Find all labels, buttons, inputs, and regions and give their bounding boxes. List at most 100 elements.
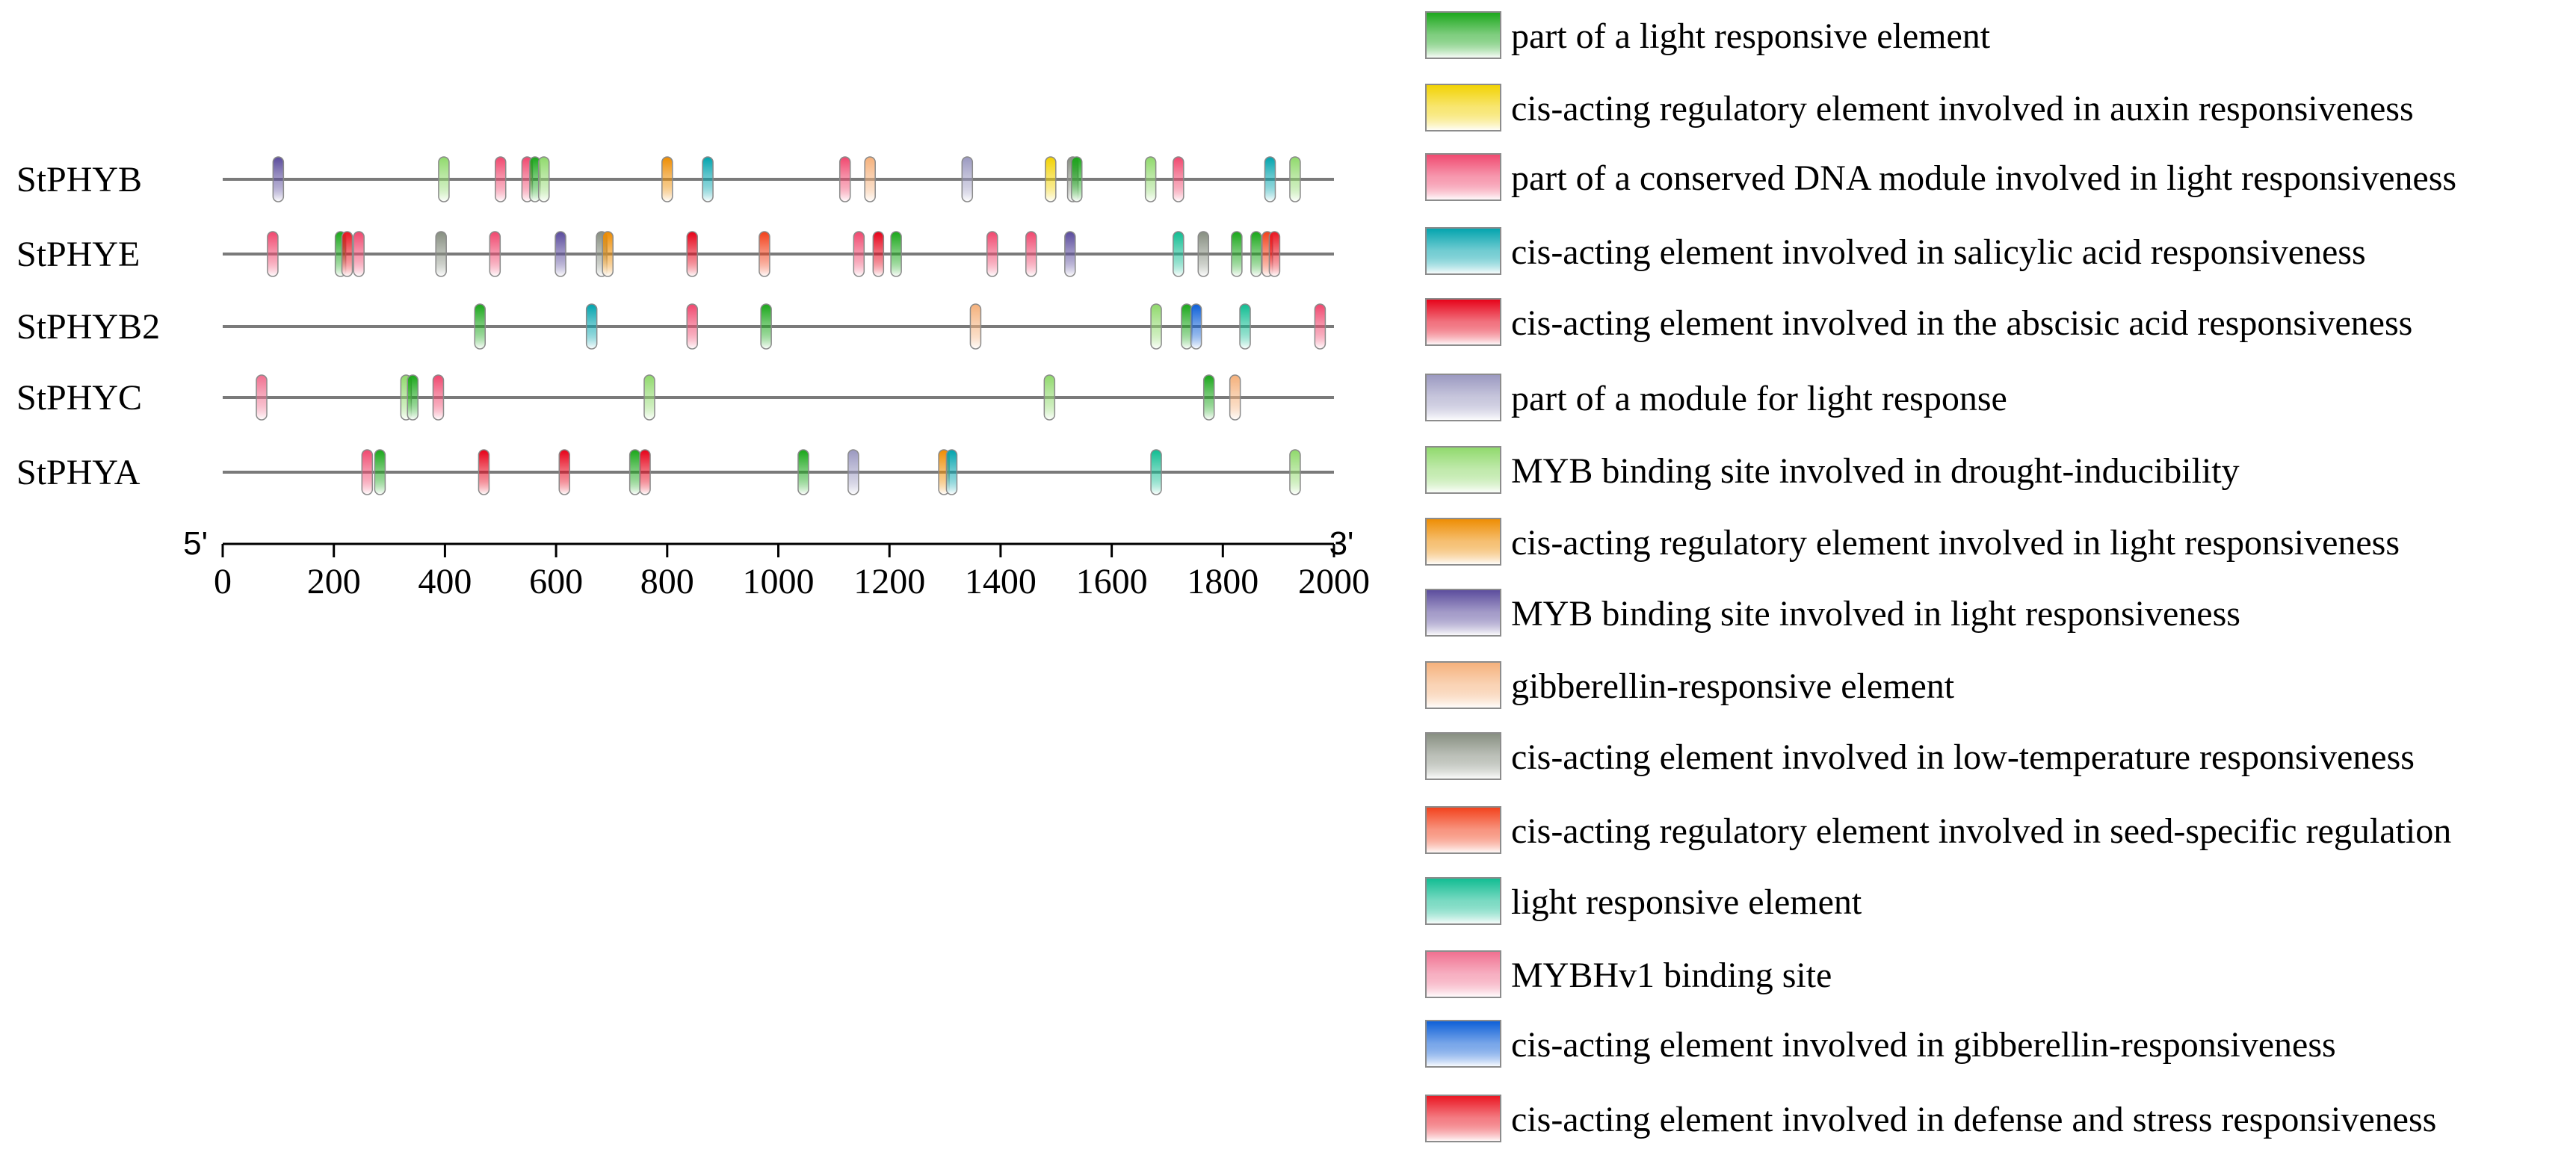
tick-label: 1200 <box>853 562 925 601</box>
motif-myb_drought <box>537 156 550 202</box>
motif-salicylic <box>585 303 598 350</box>
legend-swatch <box>1425 1020 1501 1068</box>
motif-mybhv1 <box>256 374 268 421</box>
motif-light_part <box>760 303 772 350</box>
motif-light_part <box>628 449 641 495</box>
legend-item-abscisic: cis-acting element involved in the absci… <box>1425 298 2412 346</box>
legend-label: cis-acting element involved in salicylic… <box>1511 232 2366 272</box>
gene-label: StPHYC <box>16 378 142 418</box>
legend-item-salicylic: cis-acting element involved in salicylic… <box>1425 227 2366 275</box>
x-axis: 0 200 400 600 800 1000 1200 1400 1600 1800 2000 5' 3… <box>183 525 1370 601</box>
legend-label: cis-acting element involved in the absci… <box>1511 303 2412 343</box>
gene-label: StPHYB <box>16 160 142 199</box>
motif-abscisic <box>872 231 885 277</box>
tick-label: 1600 <box>1076 562 1148 601</box>
tick-label: 1400 <box>965 562 1037 601</box>
motif-light_resp <box>1173 231 1184 277</box>
motif-defense <box>1268 231 1281 277</box>
legend-swatch <box>1425 446 1501 494</box>
legend-item-mybhv1: MYBHv1 binding site <box>1425 950 1832 998</box>
motif-module_light <box>847 449 859 495</box>
legend-swatch <box>1425 589 1501 637</box>
legend-swatch <box>1425 877 1501 925</box>
motif-myb_light <box>1064 231 1076 277</box>
tick-label: 0 <box>214 562 232 601</box>
motif-conserved_dna <box>432 374 445 421</box>
motif-light_part <box>374 449 386 495</box>
legend-label: light responsive element <box>1511 882 1862 922</box>
legend-label: MYBHv1 binding site <box>1511 956 1832 995</box>
motif-myb_drought <box>1150 303 1162 350</box>
motif-myb_light <box>272 156 285 202</box>
motif-gibberellin <box>969 303 982 350</box>
legend-label: cis-acting element involved in low-tempe… <box>1511 737 2415 777</box>
motif-light_part <box>407 374 419 421</box>
legend-item-gib_resp: cis-acting element involved in gibberell… <box>1425 1020 2336 1068</box>
motif-low_temp <box>1197 231 1210 277</box>
gene-row-stphyc: StPHYC <box>16 374 1334 421</box>
motif-conserved_dna <box>1173 156 1184 202</box>
legend-item-gibberellin: gibberellin-responsive element <box>1425 661 1955 709</box>
legend-label: gibberellin-responsive element <box>1511 666 1955 706</box>
motif-gib_resp <box>1190 303 1202 350</box>
motif-myb_drought <box>438 156 450 202</box>
legend-swatch <box>1425 518 1501 566</box>
motif-light_reg <box>661 156 673 202</box>
motif-light_part <box>1250 231 1262 277</box>
legend-item-conserved_dna: part of a conserved DNA module involved … <box>1425 153 2456 201</box>
tick-label: 600 <box>529 562 583 601</box>
tick-label: 400 <box>418 562 472 601</box>
motif-light_part <box>1202 374 1215 421</box>
motif-conserved_dna <box>686 303 699 350</box>
motif-module_light <box>961 156 974 202</box>
motif-salicylic <box>702 156 714 202</box>
legend-item-light_reg: cis-acting regulatory element involved i… <box>1425 518 2400 566</box>
legend-label: MYB binding site involved in drought-ind… <box>1511 451 2240 491</box>
motif-light_resp <box>1239 303 1251 350</box>
legend-label: part of a light responsive element <box>1511 16 1991 56</box>
legend-label: cis-acting element involved in gibberell… <box>1511 1025 2336 1065</box>
gene-label: StPHYE <box>16 235 140 274</box>
motif-conserved_dna <box>495 156 507 202</box>
axis-end-label: 3' <box>1329 525 1354 562</box>
motif-abscisic <box>686 231 699 277</box>
motif-myb_drought <box>1144 156 1157 202</box>
motif-myb_drought <box>643 374 655 421</box>
legend-item-module_light: part of a module for light response <box>1425 374 2007 421</box>
motif-abscisic <box>639 449 651 495</box>
legend-label: cis-acting regulatory element involved i… <box>1511 89 2414 129</box>
genes-layer: StPHYB StPHYE StPHYB2 StPHYC StPHYA <box>16 156 1334 495</box>
legend-label: part of a conserved DNA module involved … <box>1511 158 2456 198</box>
gene-label: StPHYA <box>16 453 140 492</box>
motif-light_part <box>890 231 902 277</box>
motif-abscisic <box>558 449 571 495</box>
legend-label: cis-acting regulatory element involved i… <box>1511 523 2400 563</box>
motif-salicylic <box>945 449 958 495</box>
legend-label: cis-acting element involved in defense a… <box>1511 1100 2436 1139</box>
gene-row-stphya: StPHYA <box>16 449 1334 495</box>
motif-low_temp <box>435 231 447 277</box>
legend-swatch <box>1425 732 1501 780</box>
legend-swatch <box>1425 661 1501 709</box>
legend-item-myb_drought: MYB binding site involved in drought-ind… <box>1425 446 2240 494</box>
legend-label: MYB binding site involved in light respo… <box>1511 594 2240 634</box>
legend: part of a light responsive element cis-ac… <box>1425 11 2456 1142</box>
tick-label: 800 <box>640 562 694 601</box>
legend-item-myb_light: MYB binding site involved in light respo… <box>1425 589 2240 637</box>
legend-swatch <box>1425 153 1501 201</box>
motif-myb_drought <box>1289 449 1301 495</box>
motif-conserved_dna <box>489 231 501 277</box>
legend-swatch <box>1425 374 1501 421</box>
motif-defense <box>341 231 353 277</box>
legend-swatch <box>1425 806 1501 854</box>
motif-light_part <box>474 303 486 350</box>
motif-conserved_dna <box>1314 303 1326 350</box>
motif-light_part <box>797 449 809 495</box>
motif-light_resp <box>1150 449 1162 495</box>
gene-row-stphyb: StPHYB <box>16 156 1334 202</box>
motif-seed <box>759 231 770 277</box>
motif-conserved_dna <box>838 156 851 202</box>
legend-item-defense: cis-acting element involved in defense a… <box>1425 1095 2436 1142</box>
motif-myb_light <box>555 231 566 277</box>
